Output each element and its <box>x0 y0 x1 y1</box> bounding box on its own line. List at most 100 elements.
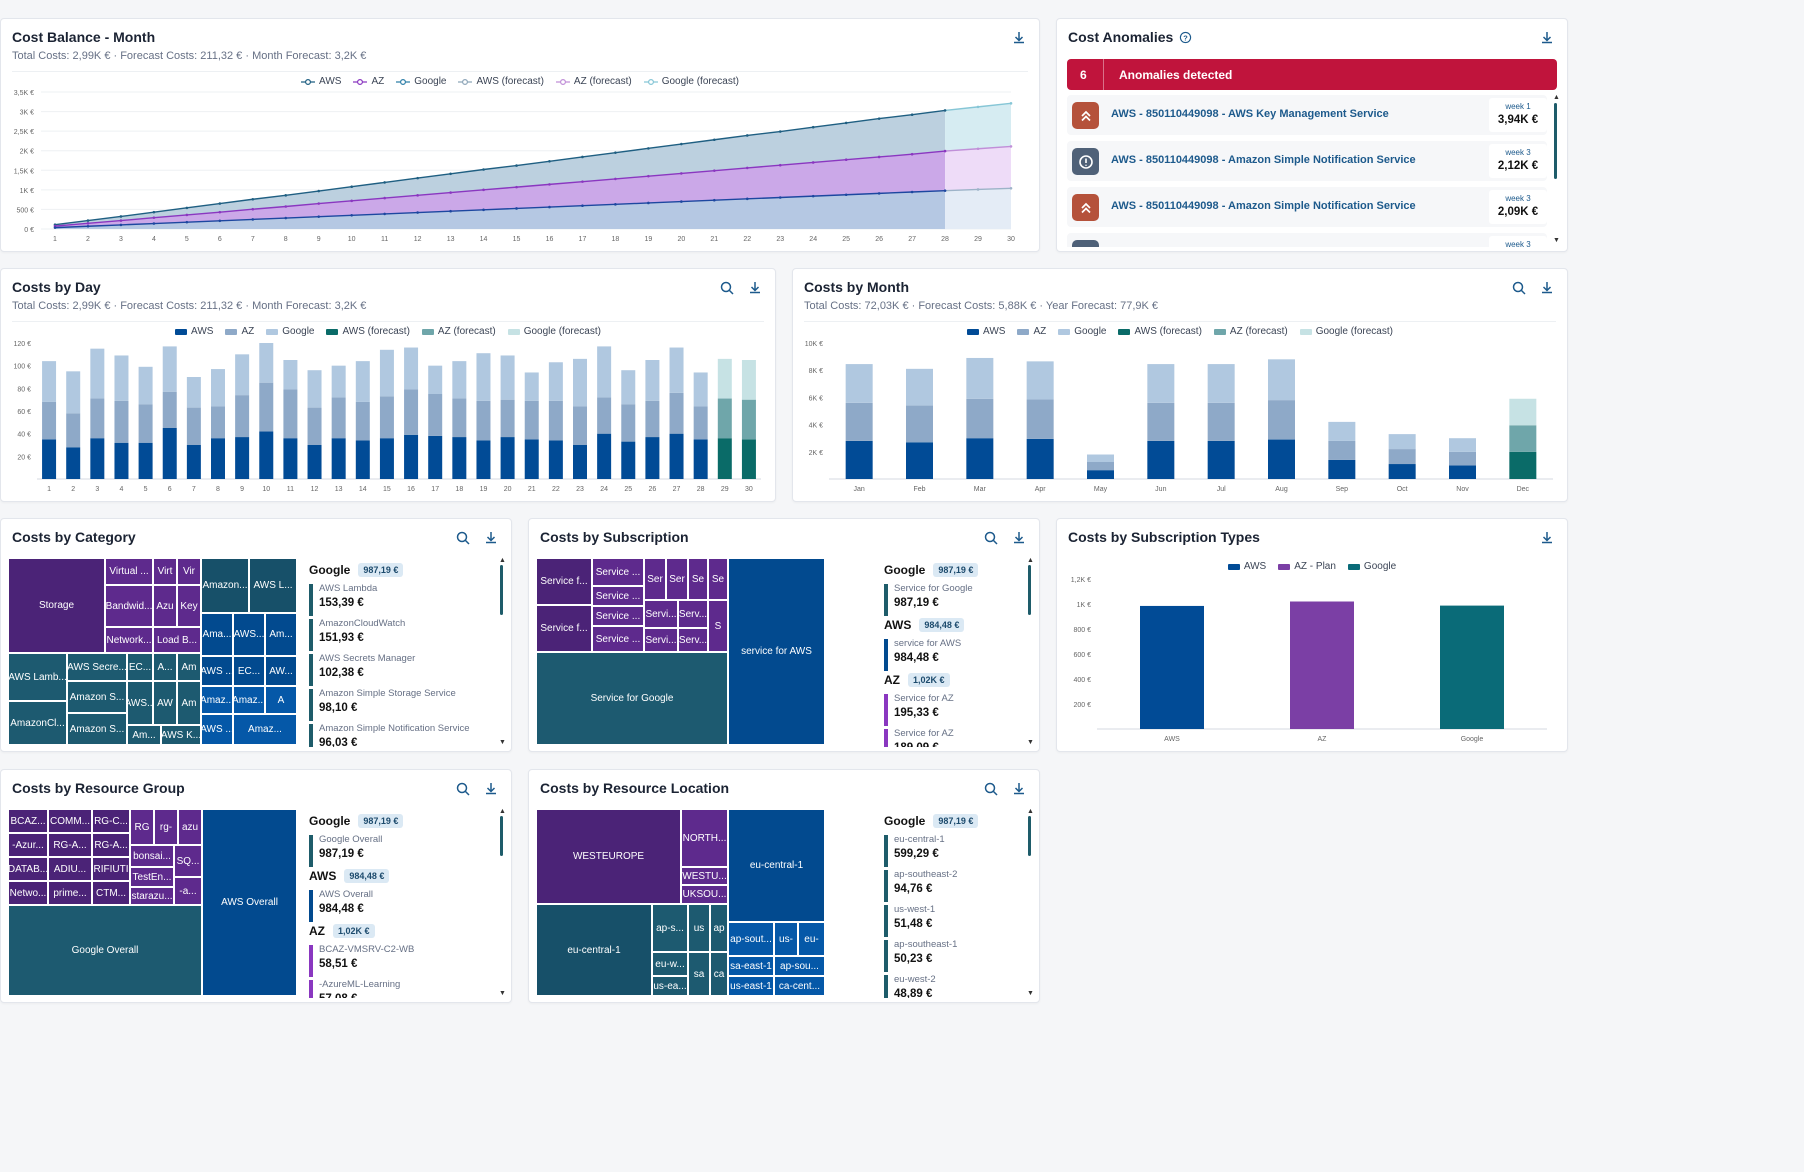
search-icon[interactable] <box>455 781 471 797</box>
treemap-tile[interactable]: ca-cent... <box>774 976 825 996</box>
treemap-tile[interactable]: service for AWS <box>728 558 825 745</box>
bar-google-7[interactable] <box>186 377 201 408</box>
bar-aws-3[interactable] <box>90 438 105 479</box>
bar-aws-15[interactable] <box>379 438 394 479</box>
scrollbar[interactable] <box>1554 103 1557 179</box>
bar-aws-30[interactable] <box>741 439 756 479</box>
treemap-tile[interactable]: eu-w... <box>652 952 688 976</box>
scroll-up-icon[interactable]: ▲ <box>1027 557 1034 564</box>
bar-aws-1[interactable] <box>42 439 57 479</box>
data-point[interactable] <box>218 210 222 214</box>
bar-az-24[interactable] <box>597 397 612 434</box>
treemap-tile[interactable]: AWS L... <box>249 558 297 613</box>
data-point[interactable] <box>449 191 452 194</box>
data-point[interactable] <box>251 218 255 221</box>
data-point[interactable] <box>811 125 815 129</box>
treemap-tile[interactable]: A... <box>153 653 177 681</box>
treemap-tile[interactable]: Load B... <box>153 627 201 653</box>
data-point[interactable] <box>152 216 156 219</box>
data-point[interactable] <box>482 208 485 212</box>
list-item[interactable]: AmazonCloudWatch 151,93 € <box>309 618 489 651</box>
treemap-tile[interactable]: AWS Secre... <box>67 653 127 681</box>
treemap-tile[interactable]: S <box>708 600 728 652</box>
bar-aws-sep[interactable] <box>1328 459 1356 479</box>
treemap-tile[interactable]: ap-s... <box>652 904 688 952</box>
bar-aws-12[interactable] <box>307 445 322 479</box>
scroll-up-icon[interactable]: ▲ <box>1553 94 1560 101</box>
treemap-tile[interactable]: Am <box>177 653 201 681</box>
treemap-tile[interactable]: Service f... <box>536 558 592 605</box>
data-point[interactable] <box>614 177 617 181</box>
bar-az-15[interactable] <box>379 396 394 439</box>
data-point[interactable] <box>910 113 914 117</box>
bar-az-29[interactable] <box>717 398 732 439</box>
scroll-up-icon[interactable]: ▲ <box>1027 808 1034 815</box>
download-icon[interactable] <box>1539 280 1555 296</box>
list-item[interactable]: Service for AZ 195,33 € <box>884 693 1019 726</box>
treemap-tile[interactable]: Se <box>688 558 708 600</box>
bar-az-feb[interactable] <box>906 405 933 443</box>
bar-aws-feb[interactable] <box>906 442 933 479</box>
treemap-tile[interactable]: us- <box>774 922 798 956</box>
bar-az-may[interactable] <box>1087 462 1114 471</box>
data-point[interactable] <box>449 209 452 213</box>
treemap-tile[interactable]: COMM... <box>48 809 92 833</box>
bar-google-apr[interactable] <box>1026 361 1054 400</box>
bar-az-26[interactable] <box>645 400 660 438</box>
bar-aws-7[interactable] <box>186 445 201 479</box>
treemap-tile[interactable]: Google Overall <box>8 905 202 996</box>
data-point[interactable] <box>515 185 518 189</box>
treemap-tile[interactable]: AWS K... <box>161 725 201 745</box>
bar-google-17[interactable] <box>428 365 443 394</box>
bar-google-9[interactable] <box>235 354 250 396</box>
data-point[interactable] <box>383 181 386 184</box>
bar-google-2[interactable] <box>66 371 81 414</box>
bar-google-oct[interactable] <box>1388 434 1416 450</box>
treemap-tile[interactable]: AWS... <box>127 681 153 725</box>
bar-az-nov[interactable] <box>1449 451 1476 466</box>
data-point[interactable] <box>713 138 716 142</box>
anomaly-row[interactable]: AWS - 850110449098 - Amazon Simple Notif… <box>1067 141 1547 181</box>
data-point[interactable] <box>185 206 189 210</box>
treemap-tile[interactable]: Ama... <box>201 613 233 656</box>
data-point[interactable] <box>778 163 782 167</box>
bar-google-29[interactable] <box>717 358 732 399</box>
data-point[interactable] <box>713 198 716 202</box>
download-icon[interactable] <box>483 781 499 797</box>
data-point[interactable] <box>811 161 815 164</box>
data-point[interactable] <box>877 117 881 120</box>
treemap-tile[interactable]: Ser <box>666 558 688 600</box>
treemap-tile[interactable]: Amazon S... <box>67 681 127 713</box>
treemap-tile[interactable]: ca <box>710 952 728 996</box>
legend-item-aws[interactable]: AWS <box>1227 561 1266 572</box>
treemap-tile[interactable]: AW <box>153 681 177 725</box>
list-item[interactable]: Google Overall 987,19 € <box>309 834 489 867</box>
download-icon[interactable] <box>1539 30 1555 46</box>
bar-aws-21[interactable] <box>524 439 539 479</box>
bar-google-1[interactable] <box>42 361 57 402</box>
data-point[interactable] <box>548 205 551 209</box>
treemap-tile[interactable]: UKSOU... <box>681 885 728 904</box>
data-point[interactable] <box>383 196 386 200</box>
scrollbar[interactable] <box>1028 565 1031 615</box>
bar-google-19[interactable] <box>476 353 491 401</box>
bar-aws-23[interactable] <box>573 445 587 479</box>
treemap-tile[interactable]: Serv... <box>678 628 708 652</box>
treemap-tile[interactable]: Se <box>708 558 728 600</box>
scroll-down-icon[interactable]: ▼ <box>1027 990 1034 997</box>
data-point[interactable] <box>910 152 914 156</box>
data-point[interactable] <box>86 219 90 222</box>
treemap-tile[interactable]: Servi... <box>644 628 678 652</box>
data-point[interactable] <box>976 147 980 151</box>
search-icon[interactable] <box>983 781 999 797</box>
data-point[interactable] <box>416 211 419 214</box>
data-point[interactable] <box>680 200 683 203</box>
download-icon[interactable] <box>1011 530 1027 546</box>
data-point[interactable] <box>185 220 189 224</box>
bar-az-13[interactable] <box>331 397 346 439</box>
bar-az[interactable] <box>1290 601 1354 730</box>
data-point[interactable] <box>943 109 947 112</box>
bar-az-dec[interactable] <box>1509 425 1537 452</box>
bar-aws-29[interactable] <box>717 438 732 479</box>
legend-item-aws[interactable]: AWS <box>175 326 213 337</box>
